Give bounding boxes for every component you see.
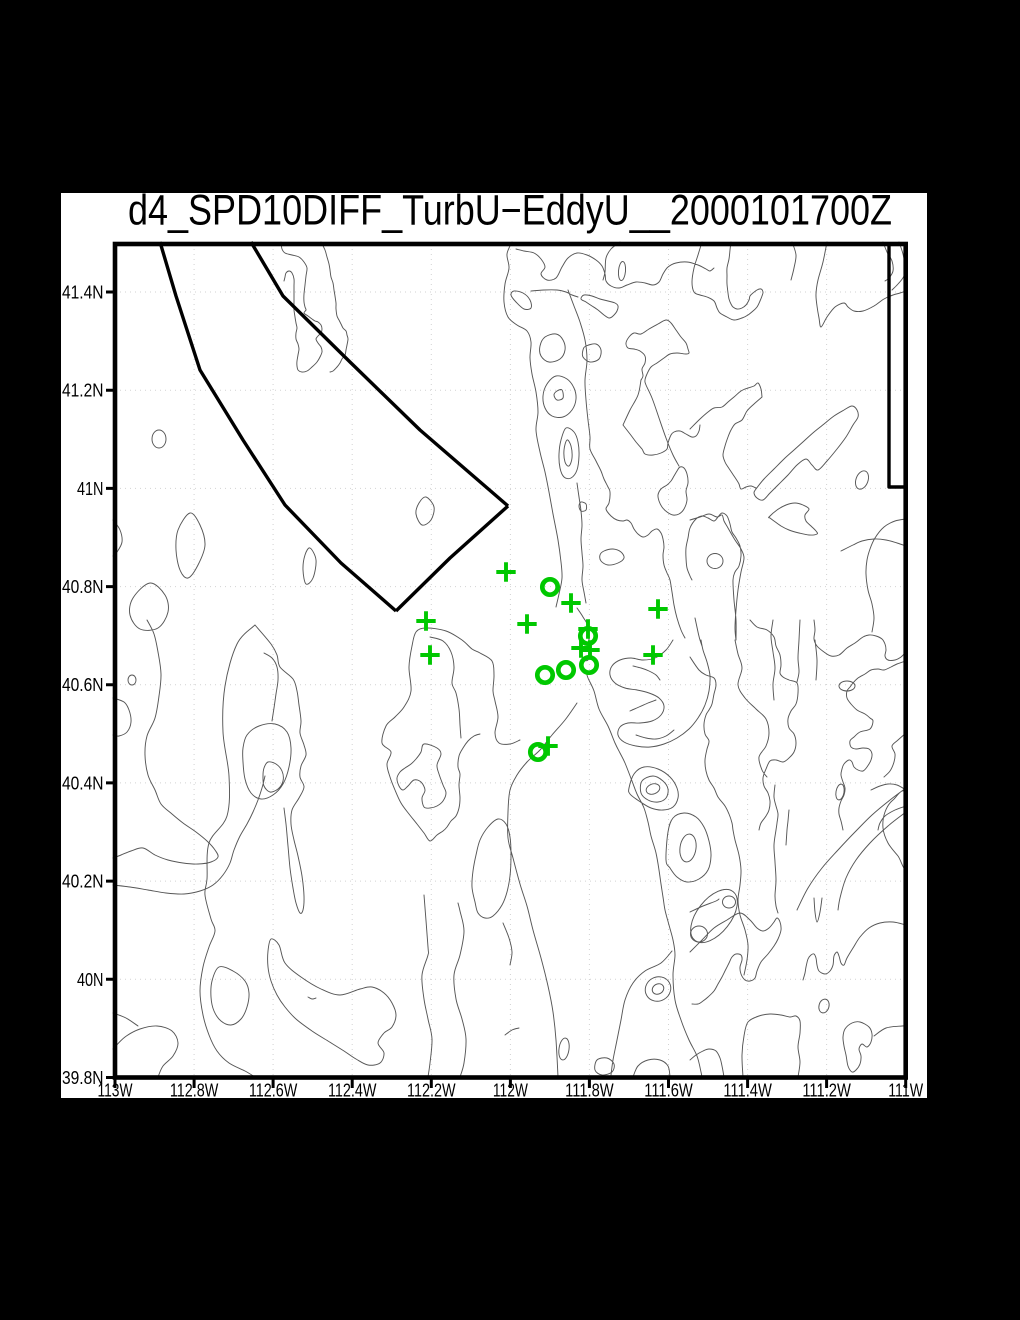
svg-text:41.4N: 41.4N	[62, 282, 104, 303]
svg-text:39.8N: 39.8N	[62, 1067, 104, 1088]
svg-text:40.6N: 40.6N	[62, 674, 104, 695]
svg-text:41.2N: 41.2N	[62, 380, 104, 401]
svg-text:112.8W: 112.8W	[170, 1080, 219, 1101]
svg-text:d4_SPD10DIFF_TurbU−EddyU__2000: d4_SPD10DIFF_TurbU−EddyU__2000101700Z	[128, 188, 892, 235]
svg-text:40N: 40N	[77, 969, 104, 990]
svg-text:111.4W: 111.4W	[723, 1080, 772, 1101]
svg-text:41N: 41N	[77, 478, 104, 499]
svg-text:112.2W: 112.2W	[407, 1080, 456, 1101]
svg-text:113W: 113W	[98, 1080, 133, 1101]
svg-text:111.8W: 111.8W	[565, 1080, 614, 1101]
svg-text:111.2W: 111.2W	[802, 1080, 851, 1101]
svg-text:40.8N: 40.8N	[62, 576, 104, 597]
svg-text:112.6W: 112.6W	[249, 1080, 298, 1101]
svg-text:112W: 112W	[493, 1080, 528, 1101]
svg-text:40.4N: 40.4N	[62, 772, 104, 793]
svg-text:111.6W: 111.6W	[644, 1080, 693, 1101]
svg-text:40.2N: 40.2N	[62, 871, 104, 892]
svg-text:112.4W: 112.4W	[328, 1080, 377, 1101]
svg-text:111W: 111W	[888, 1080, 923, 1101]
